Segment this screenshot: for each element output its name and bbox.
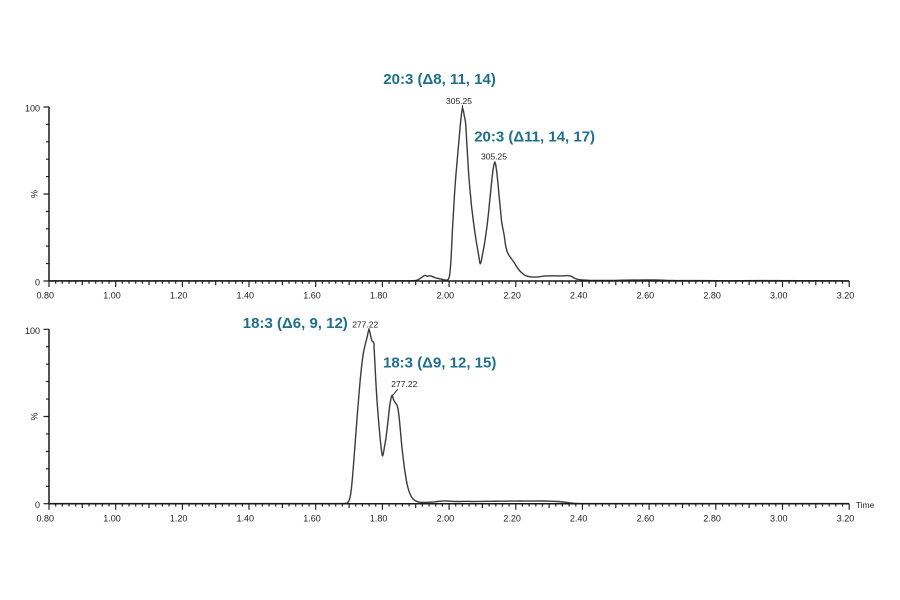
svg-text:20:3 (Δ11, 14, 17): 20:3 (Δ11, 14, 17): [474, 128, 595, 145]
svg-text:0.80: 0.80: [37, 513, 55, 523]
svg-text:%: %: [30, 412, 40, 420]
svg-text:2.60: 2.60: [637, 291, 655, 301]
svg-text:3.00: 3.00: [770, 291, 788, 301]
svg-text:1.80: 1.80: [370, 513, 388, 523]
svg-text:1.60: 1.60: [303, 291, 321, 301]
svg-text:%: %: [30, 190, 40, 198]
svg-text:20:3 (Δ8, 11, 14): 20:3 (Δ8, 11, 14): [383, 71, 496, 88]
svg-text:3.20: 3.20: [837, 291, 855, 301]
svg-text:2.60: 2.60: [637, 513, 655, 523]
svg-text:2.00: 2.00: [437, 291, 455, 301]
svg-text:1.00: 1.00: [103, 513, 121, 523]
svg-text:277.22: 277.22: [391, 379, 417, 389]
svg-text:18:3 (Δ9, 12, 15): 18:3 (Δ9, 12, 15): [383, 355, 496, 372]
svg-text:3.00: 3.00: [770, 513, 788, 523]
svg-text:305.25: 305.25: [446, 96, 472, 106]
svg-text:0: 0: [35, 500, 40, 510]
svg-text:2.40: 2.40: [570, 291, 588, 301]
svg-text:1.80: 1.80: [370, 291, 388, 301]
svg-text:2.40: 2.40: [570, 513, 588, 523]
svg-text:1.20: 1.20: [170, 513, 188, 523]
svg-text:2.80: 2.80: [703, 291, 721, 301]
svg-text:2.20: 2.20: [503, 513, 521, 523]
svg-text:277.22: 277.22: [352, 319, 378, 329]
svg-text:2.00: 2.00: [437, 513, 455, 523]
svg-text:1.60: 1.60: [303, 513, 321, 523]
svg-text:305.25: 305.25: [481, 151, 507, 161]
svg-text:3.20: 3.20: [837, 513, 855, 523]
svg-text:1.00: 1.00: [103, 291, 121, 301]
svg-text:Time: Time: [856, 500, 875, 510]
svg-text:2.20: 2.20: [503, 291, 521, 301]
svg-text:100: 100: [25, 104, 40, 114]
svg-text:2.80: 2.80: [703, 513, 721, 523]
svg-text:1.20: 1.20: [170, 291, 188, 301]
svg-text:100: 100: [25, 326, 40, 336]
svg-text:1.40: 1.40: [237, 291, 255, 301]
svg-text:0: 0: [35, 278, 40, 288]
svg-text:0.80: 0.80: [37, 291, 55, 301]
svg-text:1.40: 1.40: [237, 513, 255, 523]
svg-text:18:3 (Δ6, 9, 12): 18:3 (Δ6, 9, 12): [243, 315, 348, 332]
